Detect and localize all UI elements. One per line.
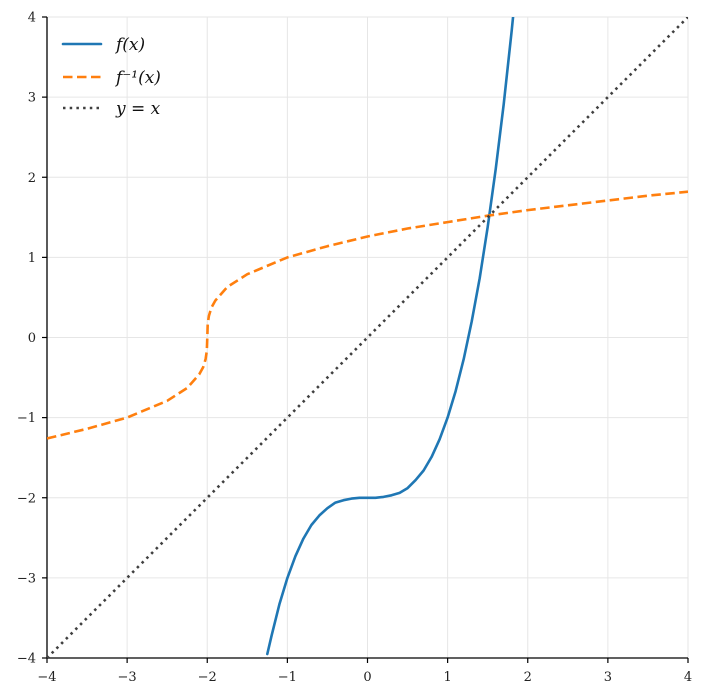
y-tick-label: 2 — [28, 171, 36, 186]
x-tick-label: 1 — [443, 670, 451, 685]
x-tick-label: −1 — [278, 670, 297, 685]
y-tick-label: 3 — [28, 91, 36, 106]
legend-label-f-inverse: f⁻¹(x) — [114, 68, 161, 88]
y-tick-label: 1 — [28, 251, 36, 266]
legend: f(x) f⁻¹(x) y = x — [61, 35, 161, 119]
x-tick-label: 2 — [524, 670, 532, 685]
series-lines — [47, 17, 688, 658]
x-tick-label: 3 — [604, 670, 612, 685]
x-tick-label: −4 — [37, 670, 56, 685]
grid — [46, 16, 689, 659]
y-tick-label: −4 — [17, 652, 36, 667]
series-line-f-inverse — [47, 190, 688, 440]
ticks: −4 −3 −2 −1 0 1 2 3 4 −4 −3 −2 −1 0 1 2 3 4 — [17, 11, 692, 686]
legend-label-f: f(x) — [114, 35, 145, 55]
x-tick-label: 0 — [363, 670, 371, 685]
y-tick-label: −2 — [17, 491, 36, 506]
x-tick-label: −2 — [198, 670, 217, 685]
x-tick-label: 4 — [684, 670, 692, 685]
y-tick-label: 4 — [28, 11, 36, 26]
x-tick-label: −3 — [118, 670, 137, 685]
legend-label-identity: y = x — [115, 99, 161, 119]
series-line-f — [266, 17, 515, 656]
y-tick-label: 0 — [28, 331, 36, 346]
y-tick-label: −3 — [17, 571, 36, 586]
y-tick-label: −1 — [17, 411, 36, 426]
